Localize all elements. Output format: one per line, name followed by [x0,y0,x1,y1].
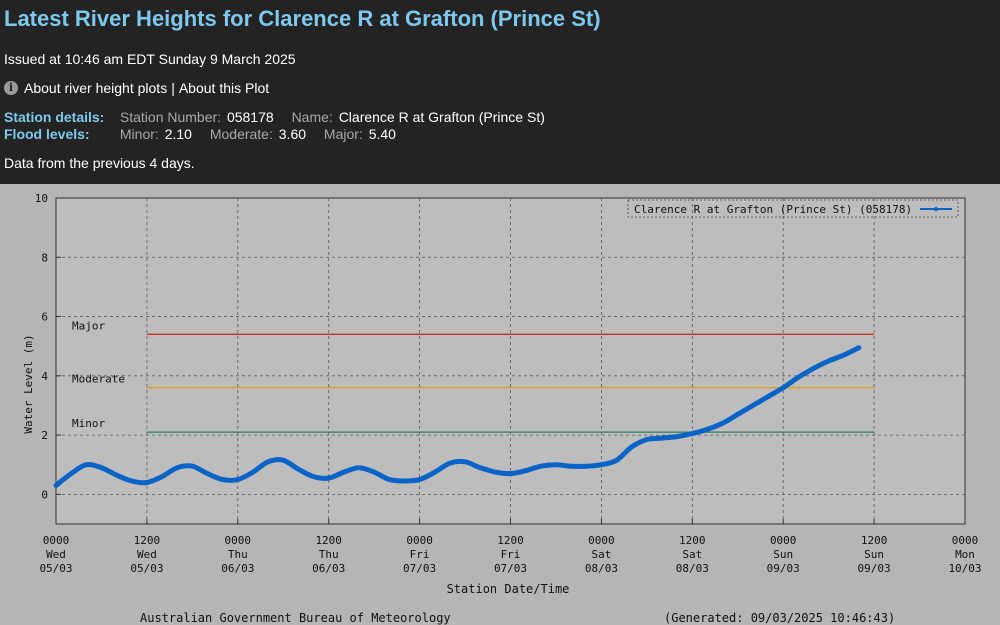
link-separator: | [171,80,175,96]
legend-box [627,199,959,218]
x-axis-title: Station Date/Time [447,582,570,596]
station-number: 058178 [226,109,274,125]
major-label: Major: [323,126,363,142]
page-title: Latest River Heights for Clarence R at G… [4,6,601,31]
x-tick-time: 1200 [497,534,524,547]
x-tick-date: 07/03 [494,562,527,575]
threshold-label-minor: Minor [72,417,105,430]
x-tick-date: 07/03 [403,562,436,575]
x-tick-date: 08/03 [585,562,618,575]
x-tick-day: Sun [864,548,884,561]
x-tick-time: 0000 [588,534,615,547]
flood-levels: Flood levels: Minor: 2.10 Moderate: 3.60… [4,126,410,142]
x-tick-date: 06/03 [312,562,345,575]
x-tick-date: 10/03 [948,562,981,575]
moderate-value: 3.60 [278,126,307,142]
station-number-label: Station Number: [119,109,222,125]
y-tick-label: 8 [41,251,48,264]
x-tick-time: 1200 [315,534,342,547]
y-tick-label: 6 [41,311,48,324]
footer-credit: Australian Government Bureau of Meteorol… [140,611,451,625]
x-tick-time: 0000 [406,534,433,547]
x-tick-day: Fri [410,548,430,561]
x-tick-day: Sat [591,548,611,561]
x-tick-time: 1200 [861,534,888,547]
x-tick-day: Wed [46,548,66,561]
station-details-label: Station details: [4,109,105,125]
y-tick-label: 10 [35,192,48,205]
x-tick-day: Mon [955,548,975,561]
x-tick-time: 0000 [225,534,252,547]
station-details: Station details: Station Number: 058178 … [4,109,559,125]
info-links: i About river height plots | About this … [4,80,269,96]
x-tick-date: 06/03 [221,562,254,575]
x-tick-date: 08/03 [676,562,709,575]
issued-timestamp: Issued at 10:46 am EDT Sunday 9 March 20… [4,51,296,67]
x-tick-day: Wed [137,548,157,561]
x-tick-date: 05/03 [130,562,163,575]
y-tick-label: 0 [41,488,48,501]
y-tick-label: 2 [41,429,48,442]
legend-label: Clarence R at Grafton (Prince St) (05817… [634,203,912,216]
x-tick-time: 1200 [679,534,706,547]
x-tick-day: Sat [682,548,702,561]
x-tick-date: 09/03 [858,562,891,575]
legend-marker [934,207,938,211]
x-tick-time: 0000 [952,534,979,547]
station-name: Clarence R at Grafton (Prince St) [338,109,545,125]
x-tick-time: 0000 [770,534,797,547]
station-name-label: Name: [291,109,333,125]
previous-days-note: Data from the previous 4 days. [4,155,195,171]
x-tick-day: Thu [228,548,248,561]
about-this-plot-link[interactable]: About this Plot [178,80,270,96]
x-tick-date: 09/03 [767,562,800,575]
legend: Clarence R at Grafton (Prince St) (05817… [627,199,959,218]
about-river-height-plots-link[interactable]: About river height plots [24,80,168,96]
y-tick-label: 4 [41,370,48,383]
footer-generated: (Generated: 09/03/2025 10:46:43) [664,611,895,625]
x-tick-time: 0000 [43,534,70,547]
info-icon: i [4,81,18,95]
minor-label: Minor: [119,126,159,142]
x-tick-day: Fri [501,548,521,561]
x-tick-time: 1200 [134,534,161,547]
y-axis-title: Water Level (m) [22,334,35,433]
major-value: 5.40 [368,126,396,142]
x-tick-day: Thu [319,548,339,561]
minor-value: 2.10 [164,126,192,142]
threshold-label-major: Major [72,319,105,332]
x-tick-day: Sun [773,548,793,561]
moderate-label: Moderate: [209,126,273,142]
x-tick-date: 05/03 [39,562,72,575]
flood-levels-label: Flood levels: [4,126,90,142]
series-line [53,345,862,488]
threshold-label-moderate: Moderate [72,373,125,386]
